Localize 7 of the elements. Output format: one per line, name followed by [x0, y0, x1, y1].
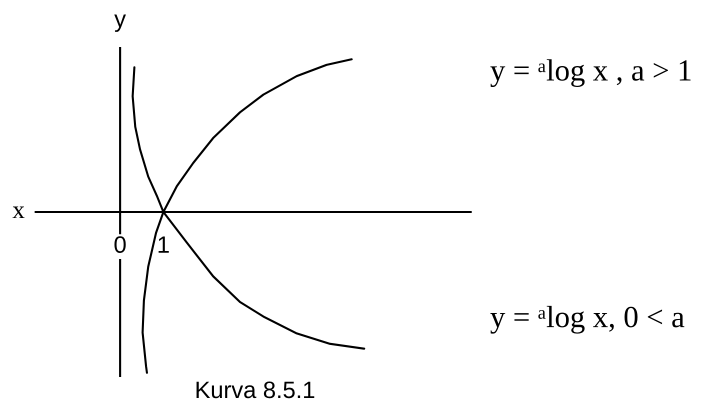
y-axis-title: y [114, 14, 126, 32]
x-tick-label: 0 [114, 236, 126, 253]
text: y = ᵃlog x, 0 < a [490, 306, 684, 334]
text: y = ᵃlog x , a > 1 [490, 59, 691, 88]
x-axis-title: x [12, 206, 25, 218]
text: Kurva 8.5.1 [196, 382, 314, 398]
x-tick-label: 1 [158, 236, 169, 253]
